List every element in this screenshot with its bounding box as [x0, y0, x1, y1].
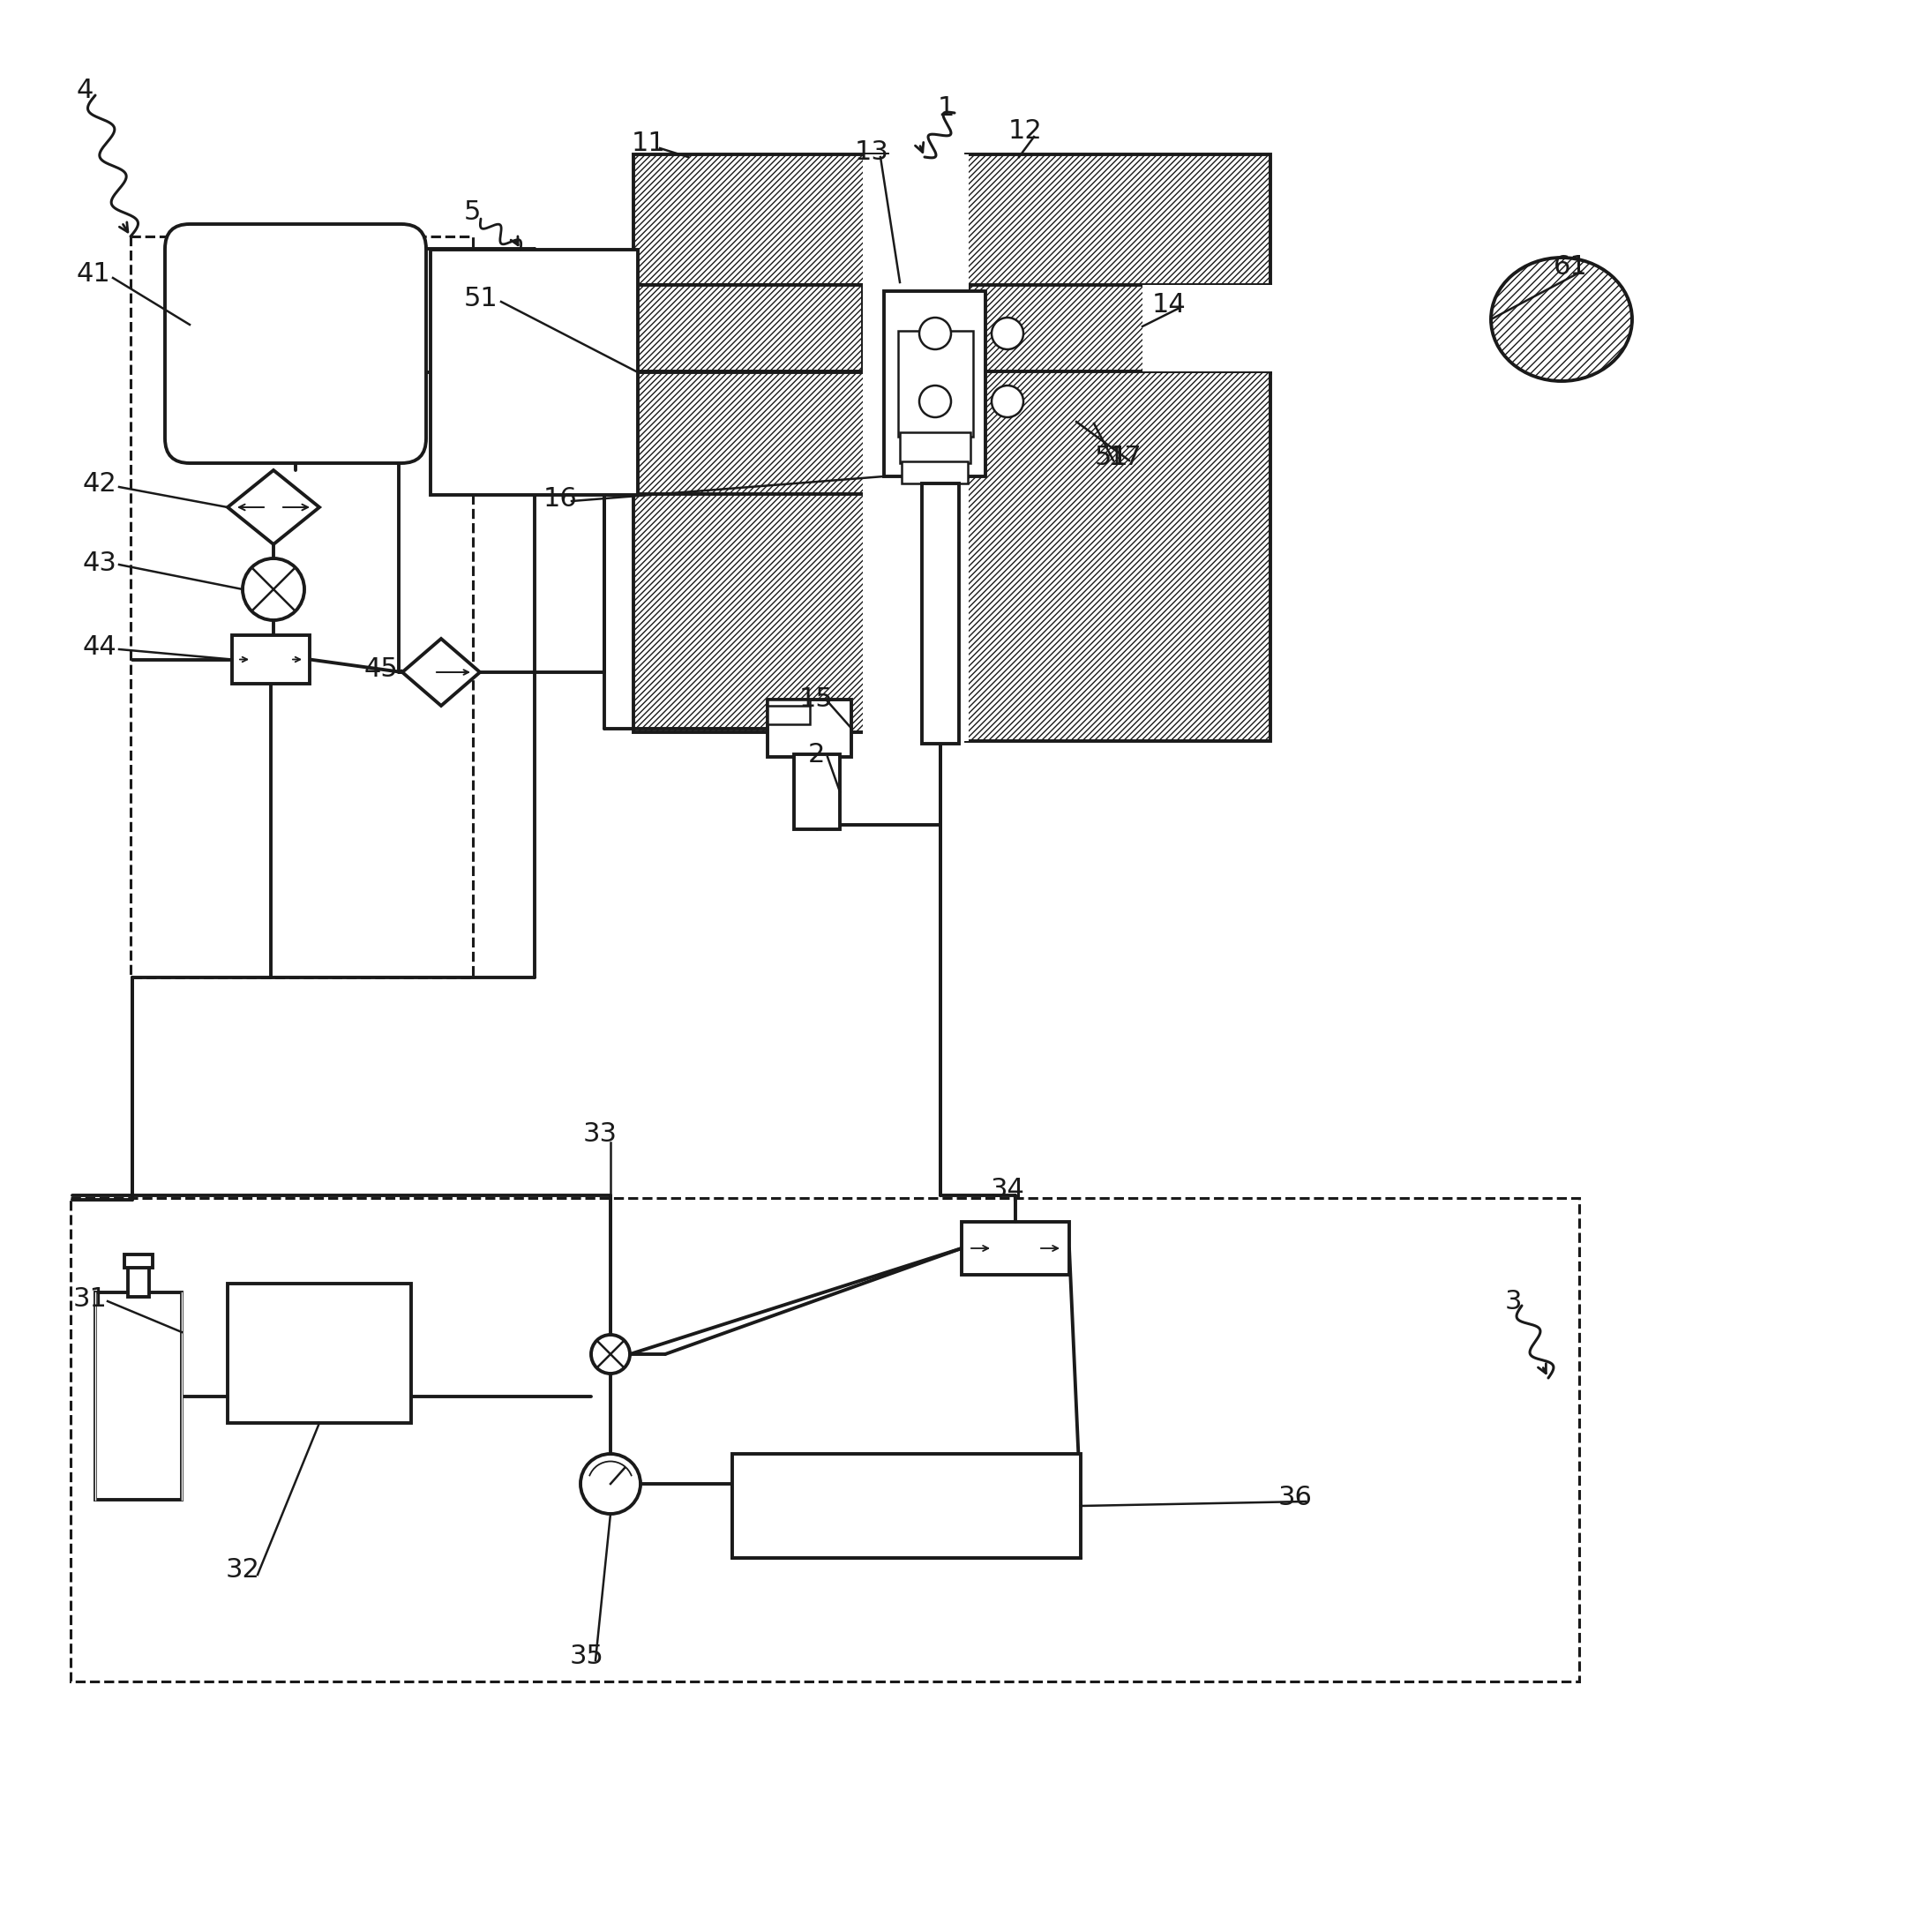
Circle shape: [920, 317, 951, 350]
Text: 11: 11: [631, 129, 666, 156]
Text: 35: 35: [570, 1644, 604, 1669]
Text: 16: 16: [543, 485, 578, 512]
Circle shape: [591, 1335, 629, 1374]
Circle shape: [243, 558, 304, 620]
Text: 51: 51: [464, 286, 499, 311]
Bar: [793, 753, 839, 829]
Text: 34: 34: [989, 1177, 1024, 1202]
Bar: [899, 330, 972, 437]
Circle shape: [991, 317, 1024, 350]
Text: 61: 61: [1553, 253, 1588, 280]
Text: 42: 42: [83, 471, 117, 497]
Text: 13: 13: [855, 139, 889, 164]
Circle shape: [581, 1455, 641, 1515]
Text: 5: 5: [464, 199, 481, 224]
Bar: [633, 155, 887, 284]
Text: 51: 51: [1095, 444, 1128, 469]
Bar: [966, 284, 1270, 371]
Text: 32: 32: [225, 1557, 260, 1582]
Bar: [125, 1254, 152, 1267]
Text: 33: 33: [583, 1121, 618, 1146]
Bar: [966, 371, 1270, 742]
Bar: [1142, 284, 1451, 371]
Text: 14: 14: [1151, 292, 1186, 317]
Bar: [431, 249, 637, 495]
Bar: [233, 636, 310, 684]
Bar: [131, 236, 474, 978]
Text: 41: 41: [77, 261, 110, 286]
Text: 2: 2: [807, 742, 824, 767]
Bar: [899, 433, 970, 464]
Text: 1: 1: [937, 95, 955, 120]
Polygon shape: [227, 469, 320, 545]
Text: 15: 15: [799, 686, 834, 711]
Text: 31: 31: [73, 1287, 108, 1312]
Bar: [901, 462, 968, 483]
Circle shape: [920, 386, 951, 417]
Text: 36: 36: [1278, 1486, 1313, 1511]
Text: 3: 3: [1505, 1289, 1521, 1314]
Bar: [862, 155, 968, 742]
Bar: [633, 284, 887, 371]
Bar: [732, 1455, 1080, 1557]
Ellipse shape: [1492, 257, 1632, 381]
Bar: [768, 699, 851, 757]
Text: 45: 45: [364, 655, 398, 682]
Text: 12: 12: [1009, 118, 1041, 143]
Text: 43: 43: [83, 551, 117, 576]
Bar: [966, 155, 1270, 373]
Bar: [127, 1264, 148, 1296]
Text: 17: 17: [1107, 444, 1142, 469]
Bar: [768, 699, 810, 724]
Circle shape: [991, 386, 1024, 417]
FancyBboxPatch shape: [166, 224, 425, 464]
Bar: [71, 1198, 1578, 1681]
Polygon shape: [402, 639, 479, 705]
Text: 4: 4: [77, 77, 92, 102]
Bar: [94, 1293, 181, 1499]
Bar: [922, 483, 959, 744]
Bar: [633, 371, 887, 732]
Bar: [884, 292, 986, 477]
Bar: [227, 1283, 412, 1424]
Text: 44: 44: [83, 634, 117, 659]
Bar: [962, 1221, 1068, 1275]
